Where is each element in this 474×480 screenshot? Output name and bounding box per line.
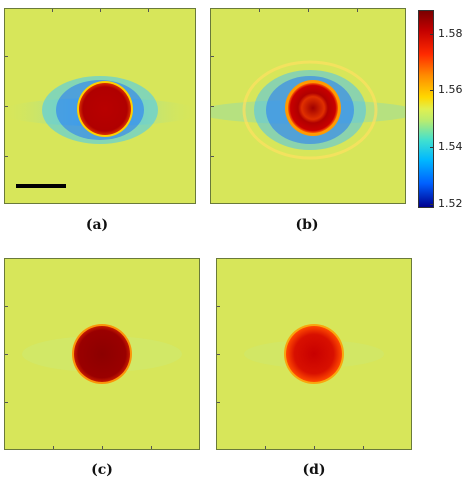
- colorbar-label-1-52: 1.52: [438, 197, 463, 210]
- field-image-b: [210, 60, 406, 160]
- caption-c: (c): [91, 462, 113, 478]
- field-image-d: [244, 324, 384, 384]
- colorbar-label-1-54: 1.54: [438, 140, 463, 153]
- scale-bar: [16, 184, 66, 188]
- field-image-a: [4, 76, 196, 188]
- image-panel-b: [210, 8, 406, 204]
- caption-a: (a): [85, 217, 109, 233]
- colorbar-label-1-56: 1.56: [438, 83, 463, 96]
- caption-b: (b): [295, 217, 319, 233]
- image-panel-a: [4, 8, 196, 204]
- image-panel-d: [216, 258, 412, 450]
- field-image-c: [22, 324, 182, 384]
- image-panel-c: [4, 258, 200, 450]
- colorbar: [418, 10, 434, 208]
- caption-d: (d): [302, 462, 326, 478]
- colorbar-label-1-58: 1.58: [438, 27, 463, 40]
